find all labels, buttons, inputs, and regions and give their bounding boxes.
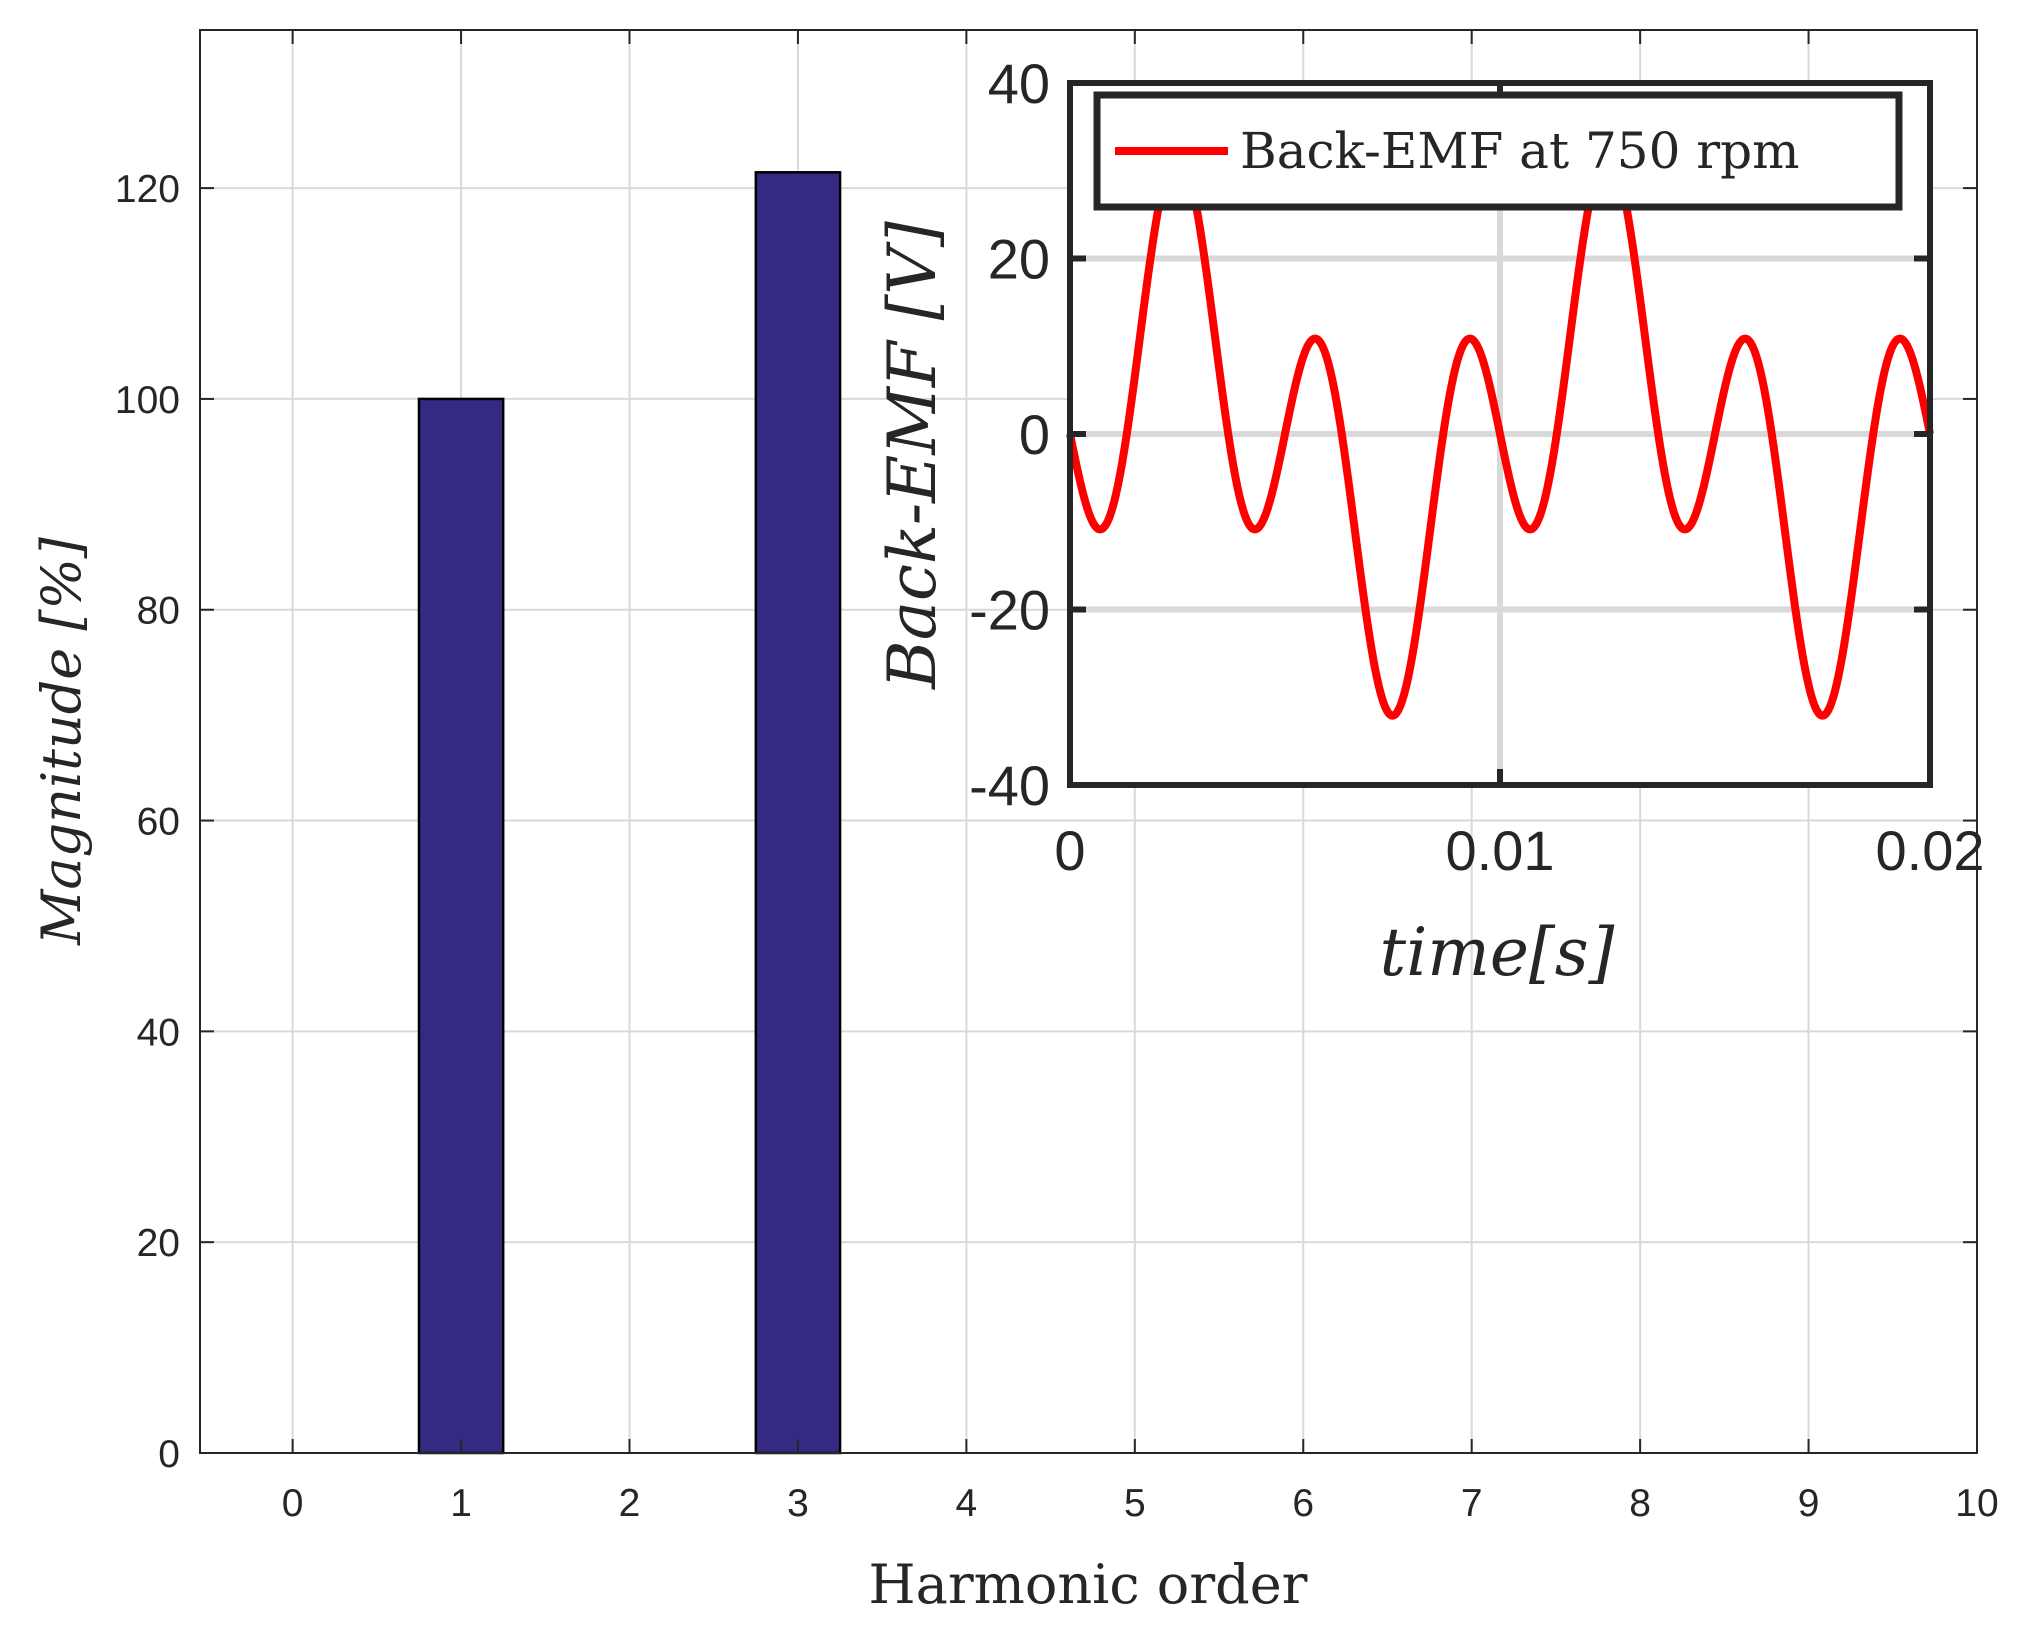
main-bars <box>417 171 842 1455</box>
inset-legend: Back-EMF at 750 rpm <box>1093 91 1903 211</box>
main-x-tick-label: 5 <box>1124 1482 1146 1525</box>
inset-curve-group <box>1066 148 1934 720</box>
inset-legend-label: Back-EMF at 750 rpm <box>1240 122 1800 180</box>
bar-harmonic-3 <box>754 171 842 1455</box>
main-y-tick-label: 40 <box>137 1011 180 1054</box>
inset-x-tick-label: 0 <box>1054 819 1085 882</box>
inset-y-axis-label: Back-EMF [V] <box>874 221 951 690</box>
inset-y-tick-label: -20 <box>969 579 1050 642</box>
main-x-tick-label: 0 <box>282 1482 304 1525</box>
inset-y-tick-label: 20 <box>988 228 1050 291</box>
main-y-tick-label: 0 <box>158 1433 180 1476</box>
main-y-tick-label: 60 <box>137 801 180 844</box>
back-emf-curve <box>1066 148 1934 720</box>
main-ticks <box>200 30 1978 1454</box>
main-x-tick-label: 8 <box>1629 1482 1651 1525</box>
main-x-axis-label: Harmonic order <box>869 1553 1308 1616</box>
main-axes-box <box>199 29 1978 1454</box>
main-x-tick-label: 7 <box>1461 1482 1483 1525</box>
inset-x-axis-label: time[s] <box>1380 914 1615 991</box>
inset-legend-box <box>1093 91 1903 211</box>
bar-harmonic-1 <box>417 397 505 1455</box>
inset-y-tick-label: -40 <box>969 754 1050 817</box>
inset-y-tick-label: 0 <box>1019 403 1050 466</box>
main-x-tick-label: 3 <box>787 1482 809 1525</box>
inset-x-tick-label: 0.01 <box>1446 819 1555 882</box>
main-y-tick-label: 20 <box>137 1222 180 1265</box>
main-y-tick-labels: 0 20 40 60 80 100 120 <box>115 168 180 1476</box>
main-x-tick-label: 1 <box>450 1482 472 1525</box>
main-x-tick-label: 6 <box>1292 1482 1314 1525</box>
main-y-axis-label: Magnitude [%] <box>30 536 93 946</box>
main-y-tick-label: 120 <box>115 168 180 211</box>
main-x-tick-label: 10 <box>1955 1482 1998 1525</box>
main-y-tick-label: 100 <box>115 379 180 422</box>
main-x-tick-labels: 0 1 2 3 4 5 6 7 8 9 10 <box>282 1482 1999 1525</box>
inset-x-tick-labels: 0 0.01 0.02 <box>1054 819 1984 882</box>
inset-y-tick-label: 40 <box>988 52 1050 115</box>
inset-y-tick-labels: -40 -20 0 20 40 <box>969 52 1050 817</box>
main-x-tick-label: 4 <box>956 1482 978 1525</box>
main-x-tick-label: 9 <box>1798 1482 1820 1525</box>
inset-x-tick-label: 0.02 <box>1876 819 1985 882</box>
main-y-tick-label: 80 <box>137 590 180 633</box>
main-x-tick-label: 2 <box>619 1482 641 1525</box>
